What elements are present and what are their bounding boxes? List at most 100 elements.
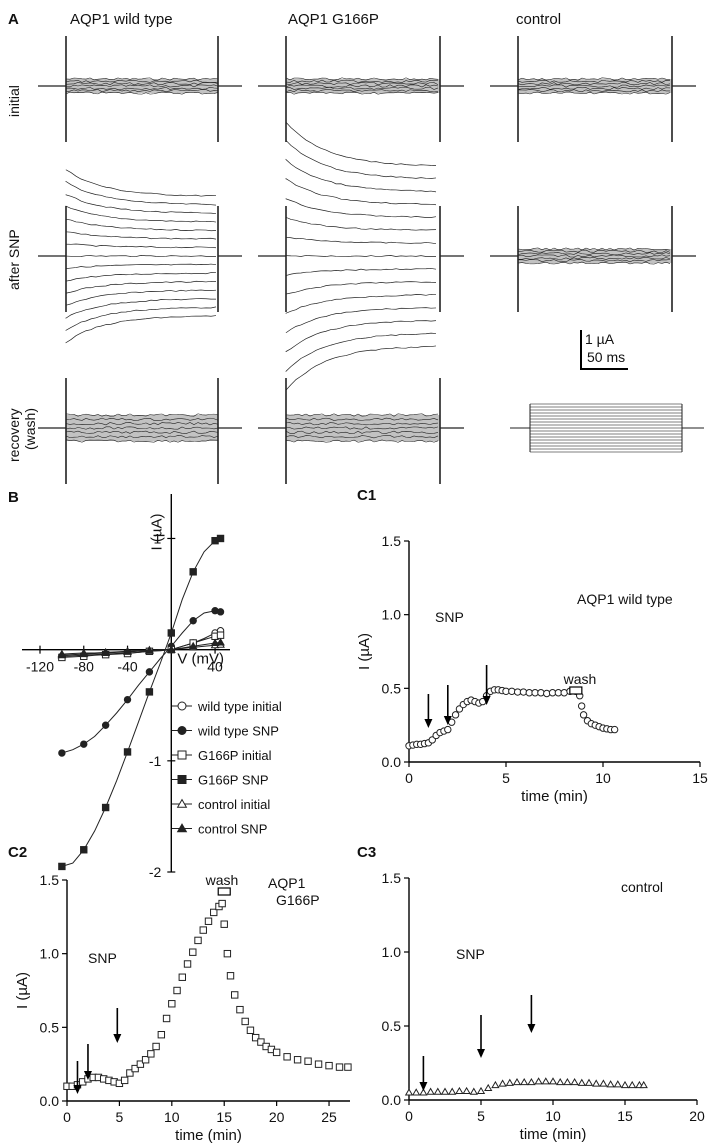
trace-sweep [65,255,217,257]
trace-sweep [65,79,219,83]
y-tick-label: 0.0 [40,1093,60,1109]
data-point [541,1077,550,1085]
x-tick-label: -40 [117,659,137,675]
trace-sweep [517,256,671,260]
data-point [570,1077,579,1086]
data-point [314,1060,323,1068]
x-axis-label: time (min) [520,1126,587,1143]
data-point [512,1077,522,1086]
data-point [226,972,235,980]
current-traces [38,36,704,484]
trace-sweep [65,315,217,344]
data-point [599,1079,608,1087]
data-point [188,641,198,650]
trace-sweep [285,320,437,352]
trace-sweep [285,426,439,430]
x-axis-label: time (min) [521,788,588,805]
legend-entry: control SNP [198,822,267,837]
data-point [123,695,132,704]
data-point [462,1086,471,1095]
snp-arrow-head [73,1085,82,1094]
data-point [166,645,176,653]
chart-title: AQP1 G166P [268,875,320,908]
trace-sweep [285,413,439,417]
data-point [136,1060,145,1068]
data-point [57,650,67,659]
trace-sweep [65,91,219,95]
data-point [304,1057,312,1065]
data-point [440,1087,450,1095]
legend-entry: control initial [198,797,270,812]
panel-b-letter: B [8,489,19,506]
data-point [176,798,188,808]
wash-marker [569,686,583,695]
trace-band [286,415,440,441]
trace-sweep [285,307,437,334]
data-point [210,908,218,917]
series-line [61,610,221,754]
snp-label: SNP [456,946,485,962]
snp-arrow-head [482,696,491,705]
trace-sweep [285,332,437,373]
x-tick-label: 10 [164,1109,180,1125]
x-tick-label: 0 [405,1108,413,1124]
x-tick-label: 15 [617,1108,633,1124]
time-course-wild-type: C1 0 5 10 15 0.0 0.5 1.0 1.5 time (min) I (µA) SNP w… [356,487,708,805]
trace-sweep [517,259,671,263]
column-title-control: control [516,11,561,28]
legend-entry: wild type initial [197,699,282,714]
data-point [147,1050,155,1058]
trace-sweep [285,255,437,257]
trace-sweep [65,298,217,319]
trace-sweep [285,422,439,426]
data-point [101,648,111,657]
snp-arrow-head [424,719,433,728]
trace-sweep [285,216,437,231]
row-label-after-snp: after SNP [6,229,22,290]
y-tick-label: -2 [149,864,162,880]
trace-sweep [65,435,219,439]
y-axis-label: I (µA) [356,633,373,670]
column-title-g166p: AQP1 G166P [288,11,379,28]
iv-chart: B -120 -80 -40 40 -2 -1 1 V (mV) I (µA) wild type … [8,489,282,880]
data-point [577,1078,586,1086]
data-point [579,711,588,719]
trace-sweep [517,79,671,83]
data-point [183,960,192,968]
panel-letter: C1 [357,487,376,504]
trace-sweep [285,139,437,179]
data-point [548,1077,558,1085]
data-point [257,1038,265,1046]
trace-sweep [517,261,671,265]
trace-sweep [517,254,671,258]
legend-entry: G166P SNP [198,773,269,788]
x-tick-label: 25 [321,1109,337,1125]
data-point [152,1042,160,1051]
data-point [293,1056,302,1064]
snp-arrow-head [477,1049,485,1058]
data-point [216,608,225,616]
data-point [344,1063,352,1071]
trace-sweep [65,205,217,223]
y-tick-label: 0.5 [382,680,402,696]
data-point [145,646,154,654]
snp-arrow-head [83,1071,92,1080]
data-point [145,668,154,676]
data-point [167,629,175,637]
trace-sweep [65,194,217,215]
wash-label: wash [205,872,239,888]
chart-title: control [621,879,663,895]
data-point [613,1080,622,1088]
data-point [325,1061,333,1070]
trace-sweep [65,430,219,434]
trace-sweep [517,77,671,81]
x-tick-label: 10 [595,770,611,786]
data-point [216,534,225,543]
data-point [236,1005,244,1014]
y-tick-label: 0.0 [382,754,402,770]
trace-sweep [65,263,217,270]
x-tick-label: 5 [116,1109,124,1125]
data-point [131,1064,139,1073]
trace-sweep [517,89,671,93]
data-point [123,647,132,655]
